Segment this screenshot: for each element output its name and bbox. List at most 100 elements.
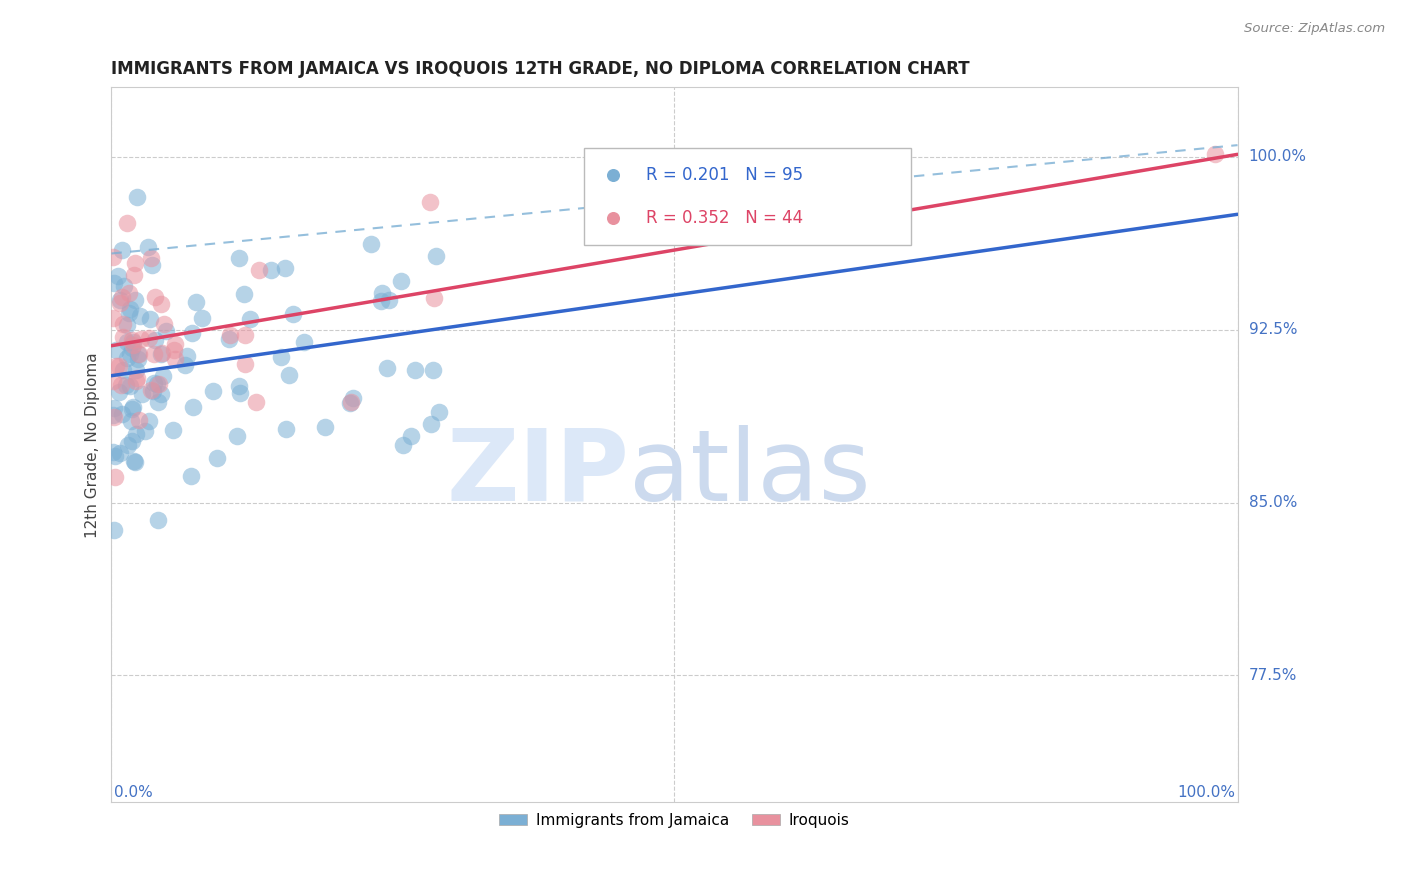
Point: [163, 351, 186, 366]
Point: [228, 251, 250, 265]
Point: [143, 290, 166, 304]
Point: [146, 513, 169, 527]
Point: [101, 375, 124, 389]
Point: [260, 262, 283, 277]
Point: [1204, 147, 1226, 161]
Point: [239, 311, 262, 326]
Point: [112, 279, 135, 293]
Point: [425, 249, 447, 263]
Point: [427, 405, 450, 419]
Point: [124, 293, 146, 308]
Point: [181, 326, 204, 340]
Text: Source: ZipAtlas.com: Source: ZipAtlas.com: [1244, 22, 1385, 36]
Point: [105, 343, 128, 358]
Point: [232, 286, 254, 301]
Point: [143, 333, 166, 347]
Point: [176, 349, 198, 363]
Point: [122, 453, 145, 467]
Point: [127, 351, 149, 366]
Point: [153, 318, 176, 332]
Point: [371, 286, 394, 301]
Point: [128, 347, 150, 361]
Point: [401, 429, 423, 443]
Point: [110, 378, 132, 392]
Point: [375, 360, 398, 375]
Point: [104, 449, 127, 463]
Point: [122, 338, 145, 352]
Point: [117, 286, 139, 301]
Text: R = 0.201   N = 95: R = 0.201 N = 95: [647, 166, 803, 185]
Text: 100.0%: 100.0%: [1177, 785, 1236, 800]
Point: [108, 293, 131, 307]
Point: [118, 379, 141, 393]
Point: [339, 395, 361, 409]
Point: [205, 451, 228, 466]
Point: [108, 359, 131, 374]
Point: [104, 469, 127, 483]
Point: [110, 446, 132, 460]
Legend: Immigrants from Jamaica, Iroquois: Immigrants from Jamaica, Iroquois: [494, 806, 856, 834]
Point: [229, 385, 252, 400]
Point: [292, 334, 315, 349]
Point: [128, 412, 150, 426]
Point: [101, 250, 124, 264]
Text: 85.0%: 85.0%: [1249, 495, 1296, 510]
Point: [127, 370, 149, 384]
Point: [233, 327, 256, 342]
Point: [107, 268, 129, 283]
Point: [225, 428, 247, 442]
Point: [270, 351, 292, 365]
Text: 77.5%: 77.5%: [1249, 668, 1296, 683]
Point: [108, 296, 131, 310]
Point: [277, 368, 299, 382]
Point: [111, 317, 134, 331]
Point: [121, 333, 143, 347]
Point: [342, 391, 364, 405]
Point: [191, 310, 214, 325]
Point: [124, 255, 146, 269]
Point: [139, 383, 162, 397]
Point: [103, 523, 125, 537]
Point: [136, 240, 159, 254]
Point: [111, 290, 134, 304]
Point: [111, 330, 134, 344]
Point: [127, 347, 149, 361]
Point: [125, 374, 148, 388]
Point: [139, 251, 162, 265]
Point: [360, 236, 382, 251]
Point: [340, 395, 363, 409]
Point: [103, 401, 125, 416]
Point: [419, 195, 441, 210]
Point: [201, 384, 224, 399]
Point: [180, 468, 202, 483]
Point: [125, 363, 148, 377]
Point: [115, 378, 138, 392]
Point: [174, 358, 197, 372]
Point: [233, 357, 256, 371]
Text: atlas: atlas: [630, 425, 872, 522]
Point: [121, 400, 143, 414]
Point: [392, 438, 415, 452]
Point: [162, 423, 184, 437]
Point: [142, 384, 165, 398]
Point: [152, 368, 174, 383]
Point: [101, 408, 124, 422]
Point: [314, 419, 336, 434]
Point: [422, 363, 444, 377]
Point: [163, 343, 186, 358]
Point: [101, 311, 124, 326]
Point: [143, 347, 166, 361]
Point: [124, 268, 146, 282]
Point: [181, 401, 204, 415]
Point: [115, 334, 138, 349]
Point: [602, 433, 624, 447]
Point: [129, 332, 152, 346]
Point: [115, 318, 138, 332]
Point: [149, 297, 172, 311]
Point: [108, 384, 131, 399]
Point: [111, 363, 134, 377]
Point: [125, 427, 148, 442]
Point: [121, 402, 143, 417]
Point: [245, 395, 267, 409]
Point: [131, 386, 153, 401]
